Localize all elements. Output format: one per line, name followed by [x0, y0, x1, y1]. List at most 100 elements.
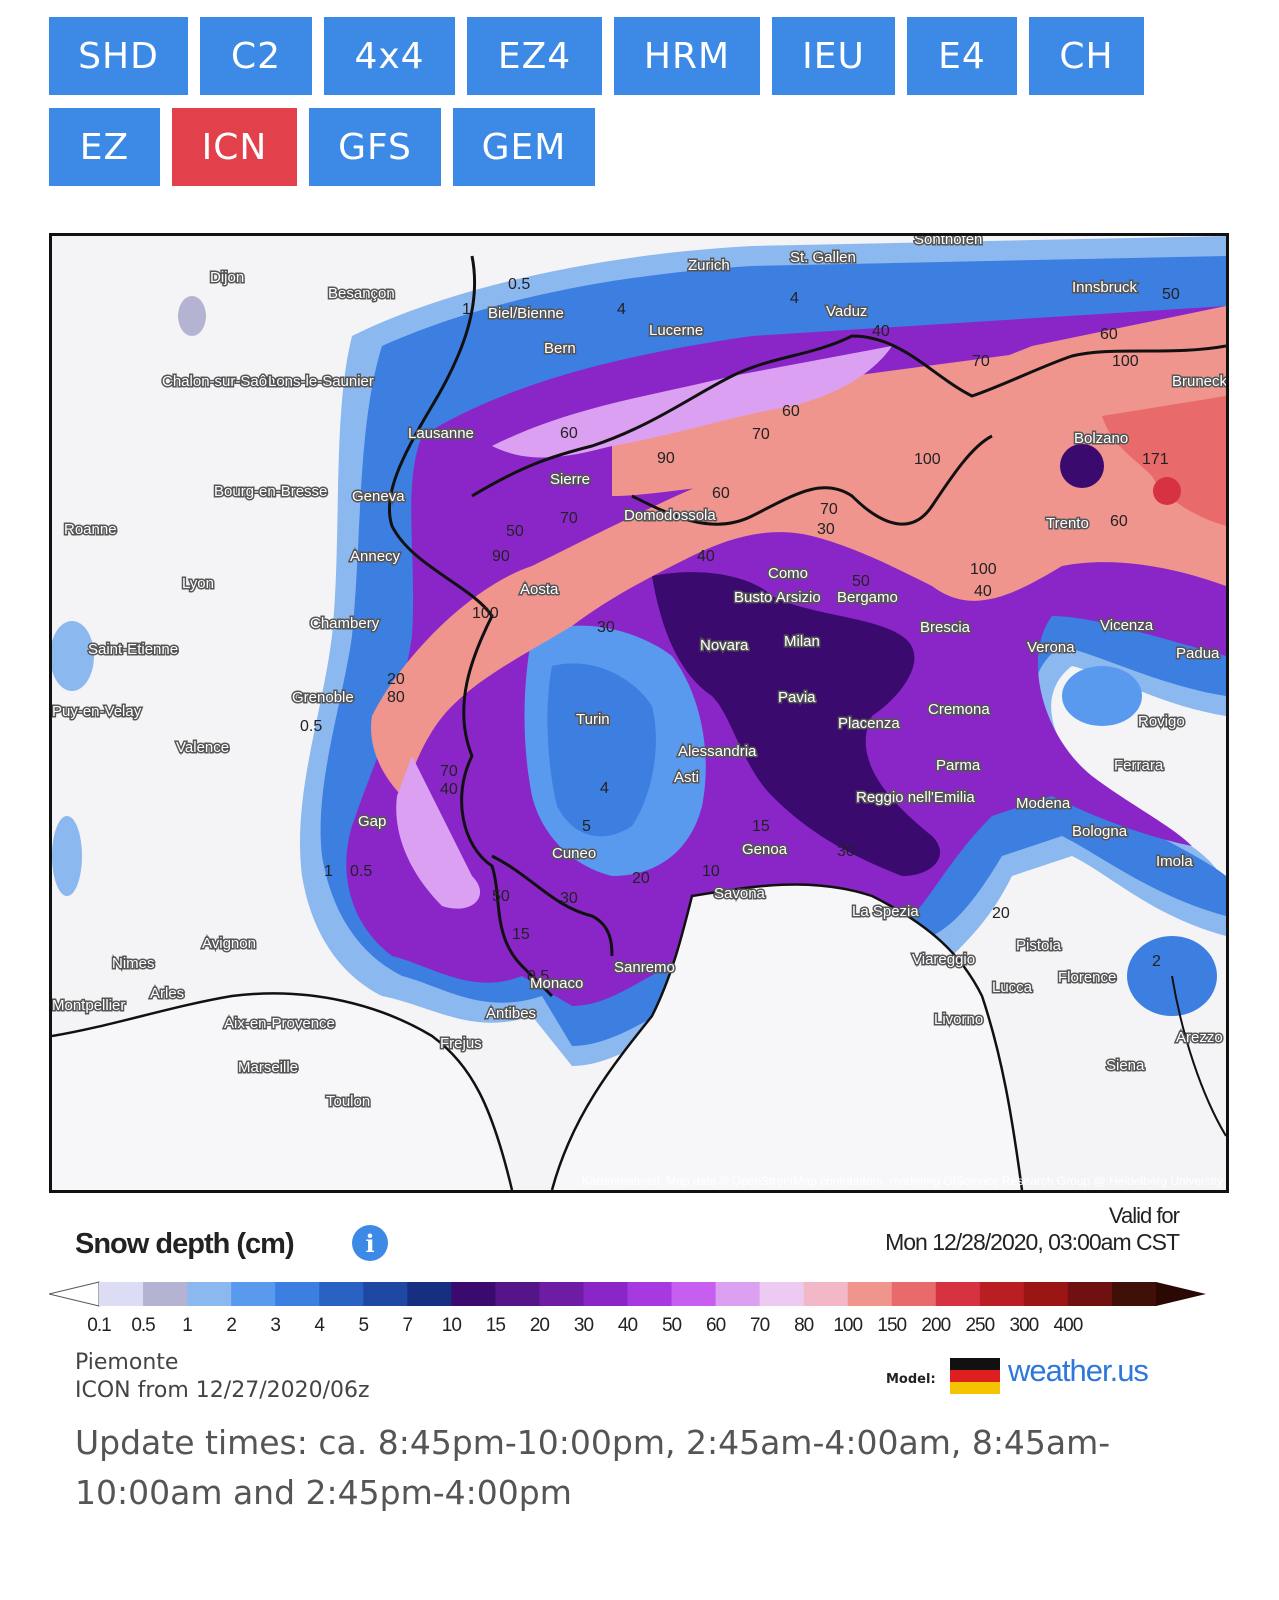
- model-buttons-row-1: SHD C2 4x4 EZ4 HRM IEU E4 CH: [49, 17, 1144, 95]
- colorbar-swatch: [143, 1282, 188, 1306]
- city-label: Aix-en-Provence: [224, 1015, 335, 1032]
- city-label: Pistoia: [1016, 937, 1062, 954]
- colorbar-tick-label: 10: [441, 1315, 462, 1336]
- contour-label: 100: [1112, 353, 1139, 370]
- contour-label: 60: [1100, 326, 1118, 343]
- colorbar-swatch: [231, 1282, 276, 1306]
- contour-label: 4: [600, 780, 609, 797]
- city-label: Montpellier: [52, 997, 125, 1014]
- city-label: La Spezia: [852, 903, 919, 920]
- colorbar-tick-label: 1: [182, 1315, 193, 1336]
- contour-label: 15: [752, 818, 770, 835]
- city-label: Bolzano: [1074, 430, 1128, 447]
- colorbar-tick-label: 150: [877, 1315, 907, 1336]
- city-label: Lons-le-Saunier: [268, 373, 374, 390]
- model-button-4x4[interactable]: 4x4: [324, 17, 455, 95]
- contour-label: 1: [324, 863, 333, 880]
- colorbar-tick-label: 40: [617, 1315, 638, 1336]
- contour-labels: 0.5 1 4 4 40 60 100 50 70 60 100 171 60 …: [300, 276, 1180, 985]
- map-canvas: 0.5 1 4 4 40 60 100 50 70 60 100 171 60 …: [52, 236, 1226, 1190]
- city-label: Ferrara: [1114, 757, 1164, 774]
- colorbar: [49, 1281, 1206, 1307]
- colorbar-swatch: [99, 1282, 144, 1306]
- weather-us-logo[interactable]: weather.us: [1008, 1353, 1149, 1388]
- colorbar-swatch: [671, 1282, 717, 1306]
- city-label: Antibes: [486, 1005, 536, 1022]
- colorbar-tick-label: 0.1: [87, 1315, 111, 1336]
- colorbar-tick-label: 7: [402, 1315, 413, 1336]
- city-label: Zurich: [688, 257, 730, 274]
- city-label: Como: [768, 565, 808, 582]
- contour-label: 70: [972, 353, 990, 370]
- colorbar-swatch: [187, 1282, 232, 1306]
- contour-label: 60: [782, 403, 800, 420]
- city-label: Bruneck: [1172, 373, 1226, 390]
- colorbar-tick-label: 0.5: [131, 1315, 155, 1336]
- colorbar-tick-label: 200: [921, 1315, 951, 1336]
- model-button-ez4[interactable]: EZ4: [467, 17, 602, 95]
- model-button-c2[interactable]: C2: [200, 17, 312, 95]
- model-button-icn[interactable]: ICN: [172, 108, 297, 186]
- contour-label: 50: [1162, 286, 1180, 303]
- contour-label: 30: [817, 521, 835, 538]
- colorbar-max-arrow: [1156, 1282, 1206, 1306]
- city-label: Chalon-sur-Saône: [162, 373, 284, 390]
- model-button-ch[interactable]: CH: [1029, 17, 1144, 95]
- colorbar-tick-label: 15: [485, 1315, 506, 1336]
- model-button-hrm[interactable]: HRM: [614, 17, 760, 95]
- valid-datetime: Mon 12/28/2020, 03:00am CST: [885, 1229, 1180, 1255]
- model-label: Model:: [886, 1372, 936, 1387]
- colorbar-tick-label: 250: [965, 1315, 995, 1336]
- colorbar-swatch: [847, 1282, 893, 1306]
- city-label: Milan: [784, 633, 820, 650]
- contour-label: 70: [440, 763, 458, 780]
- colorbar-tick-label: 300: [1009, 1315, 1040, 1336]
- contour-label: 20: [632, 870, 650, 887]
- contour-label: 20: [387, 671, 405, 688]
- contour-label: 10: [702, 863, 720, 880]
- contour-label: 40: [872, 323, 890, 340]
- city-label: Lucca: [992, 979, 1033, 996]
- colorbar-swatch: [495, 1282, 540, 1306]
- city-label: Savona: [714, 885, 766, 902]
- region-name: Piemonte: [75, 1350, 179, 1375]
- city-label: Sanremo: [614, 959, 675, 976]
- colorbar-swatch: [627, 1282, 673, 1306]
- city-label: Lausanne: [408, 425, 474, 442]
- model-button-gem[interactable]: GEM: [453, 108, 595, 186]
- contour-label: 70: [560, 510, 578, 527]
- model-button-e4[interactable]: E4: [907, 17, 1017, 95]
- colorbar-min-arrow: [49, 1281, 100, 1307]
- contour-label: 0.5: [527, 968, 549, 985]
- contour-label: 1: [462, 301, 471, 318]
- colorbar-swatch: [451, 1282, 496, 1306]
- city-label: Gap: [358, 813, 386, 830]
- city-label: Puy-en-Velay: [52, 703, 142, 720]
- contour-label: 30: [560, 890, 578, 907]
- city-label: Viareggio: [912, 951, 975, 968]
- city-label: Lucerne: [649, 322, 703, 339]
- snow-depth-map[interactable]: 0.5 1 4 4 40 60 100 50 70 60 100 171 60 …: [49, 233, 1229, 1193]
- model-button-gfs[interactable]: GFS: [309, 108, 441, 186]
- contour-label: 4: [790, 290, 799, 307]
- city-label: Imola: [1156, 853, 1193, 870]
- city-label: Domodossola: [624, 507, 716, 524]
- germany-flag-icon: [950, 1358, 1000, 1394]
- contour-label: 40: [974, 583, 992, 600]
- contour-label: 4: [617, 301, 626, 318]
- city-label: Alessandria: [678, 743, 757, 760]
- model-button-shd[interactable]: SHD: [49, 17, 188, 95]
- city-label: Annecy: [350, 548, 401, 565]
- city-label: Besançon: [328, 285, 395, 302]
- contour-label: 90: [657, 450, 675, 467]
- colorbar-tick-label: 400: [1053, 1315, 1084, 1336]
- model-button-ieu[interactable]: IEU: [772, 17, 895, 95]
- contour-label: 2: [1152, 953, 1161, 970]
- model-button-ez[interactable]: EZ: [49, 108, 160, 186]
- colorbar-swatch: [407, 1282, 452, 1306]
- contour-label: 60: [712, 485, 730, 502]
- contour-label: 30: [837, 843, 855, 860]
- colorbar-swatch: [979, 1282, 1025, 1306]
- info-icon[interactable]: i: [352, 1225, 388, 1261]
- contour-label: 40: [440, 781, 458, 798]
